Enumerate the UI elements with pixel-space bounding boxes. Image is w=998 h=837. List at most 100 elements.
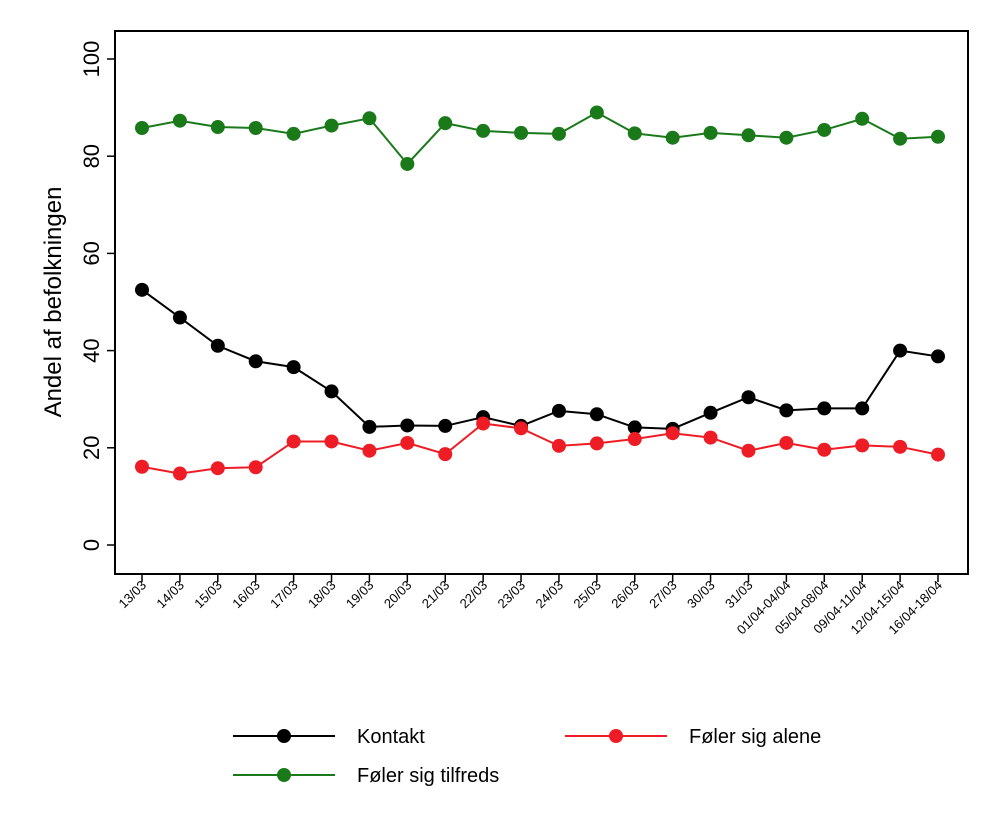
data-point	[286, 434, 301, 449]
x-tick-label: 21/03	[419, 578, 453, 612]
data-point	[324, 384, 339, 399]
data-point	[324, 118, 339, 133]
data-point	[741, 443, 756, 458]
data-point	[135, 282, 149, 297]
data-point	[286, 126, 301, 141]
series-føler-sig-tilfreds	[135, 105, 945, 171]
legend-label: Føler sig alene	[689, 726, 821, 748]
data-point	[248, 354, 263, 369]
data-point	[362, 443, 377, 458]
x-tick-label: 23/03	[495, 578, 529, 612]
legend-label: Føler sig tilfreds	[357, 765, 499, 787]
data-point	[627, 126, 642, 141]
x-tick-label: 16/03	[229, 578, 263, 612]
data-point	[551, 403, 566, 418]
data-point	[172, 310, 187, 325]
data-point	[665, 426, 680, 441]
data-point	[741, 390, 756, 405]
x-tick-label: 22/03	[457, 578, 491, 612]
y-axis-title: Andel af befolkningen	[40, 187, 67, 418]
data-point	[514, 125, 529, 140]
legend: Kontakt Føler sig alene Føler sig tilfreds	[233, 726, 821, 787]
x-tick-label: 20/03	[381, 578, 415, 612]
data-point	[703, 405, 718, 420]
data-point	[210, 120, 225, 135]
data-point	[362, 111, 377, 126]
y-tick-label: 40	[79, 338, 104, 362]
data-point	[817, 122, 832, 137]
data-point	[627, 420, 642, 435]
x-axis: 13/03 14/03 15/03 16/03 17/03 18/03 19/03 20/03…	[116, 574, 945, 637]
legend-item: Føler sig alene	[565, 726, 821, 748]
y-tick-label: 100	[79, 41, 104, 78]
data-point	[893, 131, 908, 146]
series-kontakt	[135, 282, 945, 436]
data-point	[135, 121, 149, 136]
plot-frame	[114, 30, 969, 575]
data-point	[172, 113, 187, 128]
legend-marker	[277, 768, 291, 782]
series-line	[141, 422, 939, 475]
data-point	[855, 401, 870, 416]
series-føler-sig-alene	[135, 416, 945, 481]
data-point	[589, 105, 604, 120]
legend-item: Kontakt	[233, 726, 425, 748]
data-point	[210, 461, 225, 476]
data-point	[817, 442, 832, 457]
y-tick-label: 80	[79, 144, 104, 168]
data-point	[248, 460, 263, 475]
x-tick-label: 27/03	[646, 578, 680, 612]
data-point	[703, 125, 718, 140]
data-point	[817, 401, 832, 416]
y-tick-label: 60	[79, 241, 104, 265]
data-point	[665, 130, 680, 145]
data-point	[893, 439, 908, 454]
x-tick-label: 31/03	[722, 578, 756, 612]
series-line	[141, 289, 939, 430]
legend-marker	[277, 729, 291, 743]
x-tick-label: 13/03	[116, 578, 150, 612]
data-point	[514, 421, 529, 436]
data-point	[855, 438, 870, 453]
data-point	[476, 123, 491, 138]
data-point	[172, 466, 187, 481]
data-point	[248, 121, 263, 136]
data-point	[551, 126, 566, 141]
data-point	[931, 129, 945, 144]
series-line	[141, 111, 939, 166]
data-point	[893, 343, 908, 358]
x-tick-label: 26/03	[608, 578, 642, 612]
data-point	[400, 156, 415, 171]
x-tick-label: 17/03	[267, 578, 301, 612]
data-point	[476, 416, 491, 431]
y-tick-label: 20	[79, 436, 104, 460]
data-point	[438, 116, 453, 131]
legend-marker	[609, 729, 623, 743]
x-tick-label: 30/03	[684, 578, 718, 612]
x-tick-label: 25/03	[570, 578, 604, 612]
legend-item: Føler sig tilfreds	[233, 765, 499, 787]
data-point	[286, 360, 301, 375]
data-point	[931, 447, 945, 462]
data-point	[324, 434, 339, 449]
data-point	[438, 447, 453, 462]
data-point	[931, 349, 945, 364]
data-point	[627, 432, 642, 447]
data-point	[779, 435, 794, 450]
data-point	[400, 418, 415, 433]
x-tick-label: 24/03	[532, 578, 566, 612]
data-point	[855, 111, 870, 126]
y-axis: 0 20 40 60 80 100	[79, 41, 115, 551]
data-point	[779, 130, 794, 145]
x-tick-label: 14/03	[153, 578, 187, 612]
x-tick-label: 19/03	[343, 578, 377, 612]
x-tick-label: 15/03	[191, 578, 225, 612]
legend-label: Kontakt	[357, 726, 425, 748]
series-layer	[135, 105, 945, 481]
data-point	[551, 438, 566, 453]
y-tick-label: 0	[79, 539, 104, 551]
data-point	[210, 338, 225, 353]
data-point	[135, 459, 149, 474]
